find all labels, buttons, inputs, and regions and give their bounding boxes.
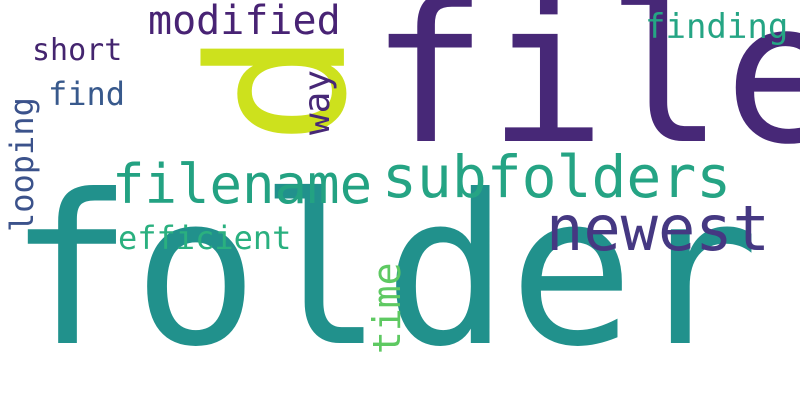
word-short: short <box>32 33 123 68</box>
word-newest: newest <box>546 192 770 265</box>
word-filename: filename <box>112 153 373 216</box>
word-subfolders: subfolders <box>382 143 732 211</box>
word-find: find <box>48 75 126 113</box>
word-way: way <box>297 69 338 135</box>
word-time: time <box>365 262 409 354</box>
word-looping: looping <box>3 97 41 232</box>
word-folder: folder <box>8 151 760 393</box>
word-file: file <box>370 0 800 188</box>
word-modified: modified <box>148 0 341 44</box>
word-finding: finding <box>645 7 789 47</box>
word-efficient: efficient <box>118 219 292 257</box>
